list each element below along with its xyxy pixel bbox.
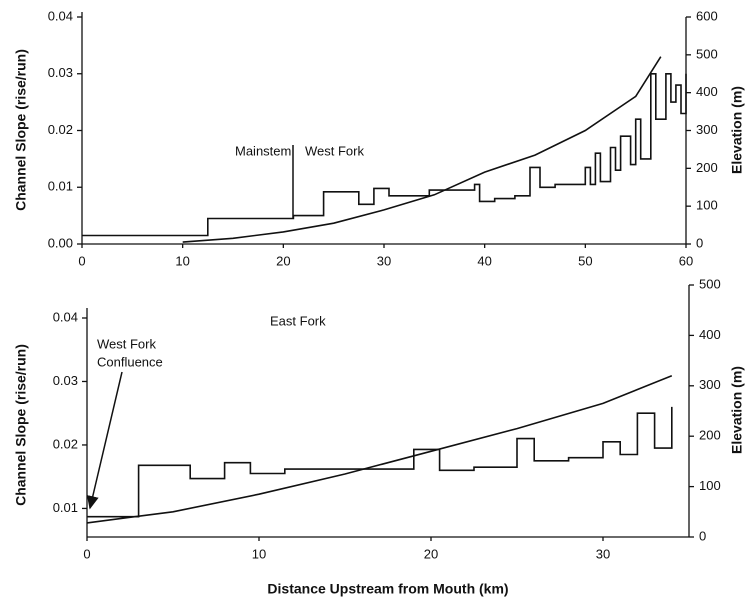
elevation-line: [182, 56, 662, 243]
x-tick-label: 20: [276, 253, 290, 268]
x-tick-label: 20: [424, 546, 438, 561]
y-tick-label: 0.01: [48, 179, 73, 194]
y2-tick-label: 500: [696, 46, 718, 61]
arrow: [86, 371, 123, 510]
y2-axis-title: Elevation (m): [729, 86, 745, 174]
annotation: West Fork: [97, 336, 156, 351]
y2-axis-title: Elevation (m): [729, 366, 745, 454]
y-tick-label: 0.04: [53, 309, 78, 324]
annotation: Mainstem: [235, 143, 291, 158]
x-tick-label: 0: [83, 546, 90, 561]
annotation: Confluence: [97, 354, 163, 369]
y-tick-label: 0.04: [48, 8, 73, 23]
y2-tick-label: 500: [699, 276, 721, 291]
y-tick-label: 0.03: [53, 373, 78, 388]
slope-line: [87, 406, 673, 518]
x-tick-label: 10: [175, 253, 189, 268]
y-tick-label: 0.02: [53, 436, 78, 451]
x-tick-label: 40: [477, 253, 491, 268]
slope-line: [82, 73, 687, 237]
x-tick-label: 30: [377, 253, 391, 268]
y2-tick-label: 0: [699, 528, 706, 543]
y2-tick-label: 0: [696, 235, 703, 250]
y2-tick-label: 400: [699, 327, 721, 342]
y2-tick-label: 400: [696, 84, 718, 99]
y2-tick-label: 600: [696, 8, 718, 23]
y2-tick-label: 300: [696, 122, 718, 137]
y2-tick-label: 100: [699, 478, 721, 493]
x-tick-label: 30: [596, 546, 610, 561]
annotation: West Fork: [305, 143, 364, 158]
y2-tick-label: 300: [699, 377, 721, 392]
y-tick-label: 0.03: [48, 65, 73, 80]
y-axis-title: Channel Slope (rise/run): [13, 49, 29, 211]
elevation-line: [86, 374, 673, 524]
x-tick-label: 10: [252, 546, 266, 561]
y2-tick-label: 200: [699, 428, 721, 443]
y-tick-label: 0.00: [48, 235, 73, 250]
x-tick-label: 50: [578, 253, 592, 268]
y2-tick-label: 100: [696, 198, 718, 213]
x-tick-label: 0: [78, 253, 85, 268]
annotation: East Fork: [270, 313, 326, 328]
y-axis-title: Channel Slope (rise/run): [13, 344, 29, 506]
y-tick-label: 0.01: [53, 500, 78, 515]
y2-tick-label: 200: [696, 160, 718, 175]
x-axis-title: Distance Upstream from Mouth (km): [267, 581, 508, 597]
x-tick-label: 60: [679, 253, 693, 268]
y-tick-label: 0.02: [48, 122, 73, 137]
